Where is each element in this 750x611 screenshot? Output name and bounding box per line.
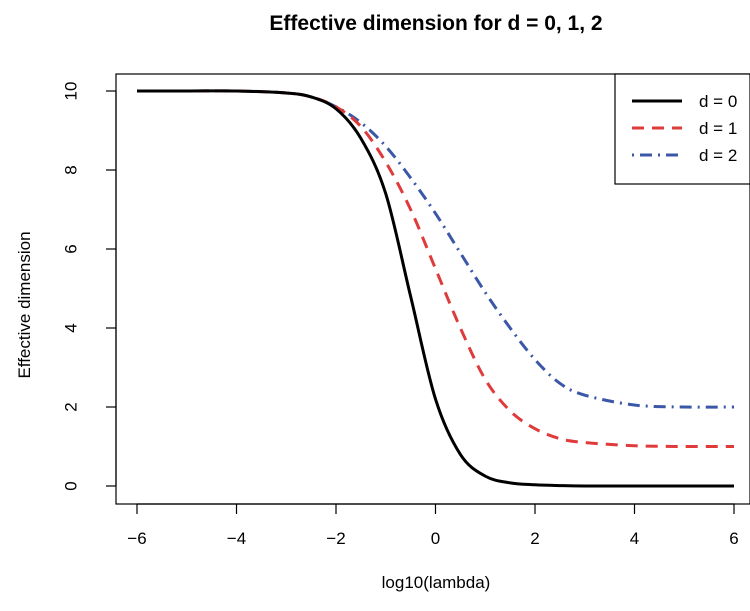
y-axis: 0 2 4 6 8 10 xyxy=(61,82,117,491)
x-axis: −6 −4 −2 0 2 4 6 xyxy=(127,503,739,548)
x-tick-label: 6 xyxy=(729,529,738,548)
chart-title: Effective dimension for d = 0, 1, 2 xyxy=(269,12,602,35)
series-line-d-0 xyxy=(137,89,734,488)
x-tick-label: 0 xyxy=(431,529,440,548)
y-tick-label: 2 xyxy=(61,402,80,411)
y-tick-label: 8 xyxy=(61,165,80,174)
x-axis-label: log10(lambda) xyxy=(382,573,491,592)
y-tick-label: 0 xyxy=(61,481,80,490)
x-tick-label: −4 xyxy=(227,529,246,548)
legend-label: d = 1 xyxy=(699,119,737,138)
x-tick-label: −2 xyxy=(326,529,345,548)
series-layer xyxy=(137,89,735,488)
legend-label: d = 0 xyxy=(699,92,737,111)
y-tick-label: 4 xyxy=(61,323,80,332)
x-tick-label: −6 xyxy=(127,529,146,548)
y-tick-label: 6 xyxy=(61,244,80,253)
x-tick-label: 4 xyxy=(630,529,639,548)
y-tick-label: 10 xyxy=(61,82,80,101)
y-axis-label: Effective dimension xyxy=(15,231,34,378)
legend-label: d = 2 xyxy=(699,146,737,165)
x-tick-label: 2 xyxy=(530,529,539,548)
legend: d = 0 d = 1 d = 2 xyxy=(614,73,750,185)
